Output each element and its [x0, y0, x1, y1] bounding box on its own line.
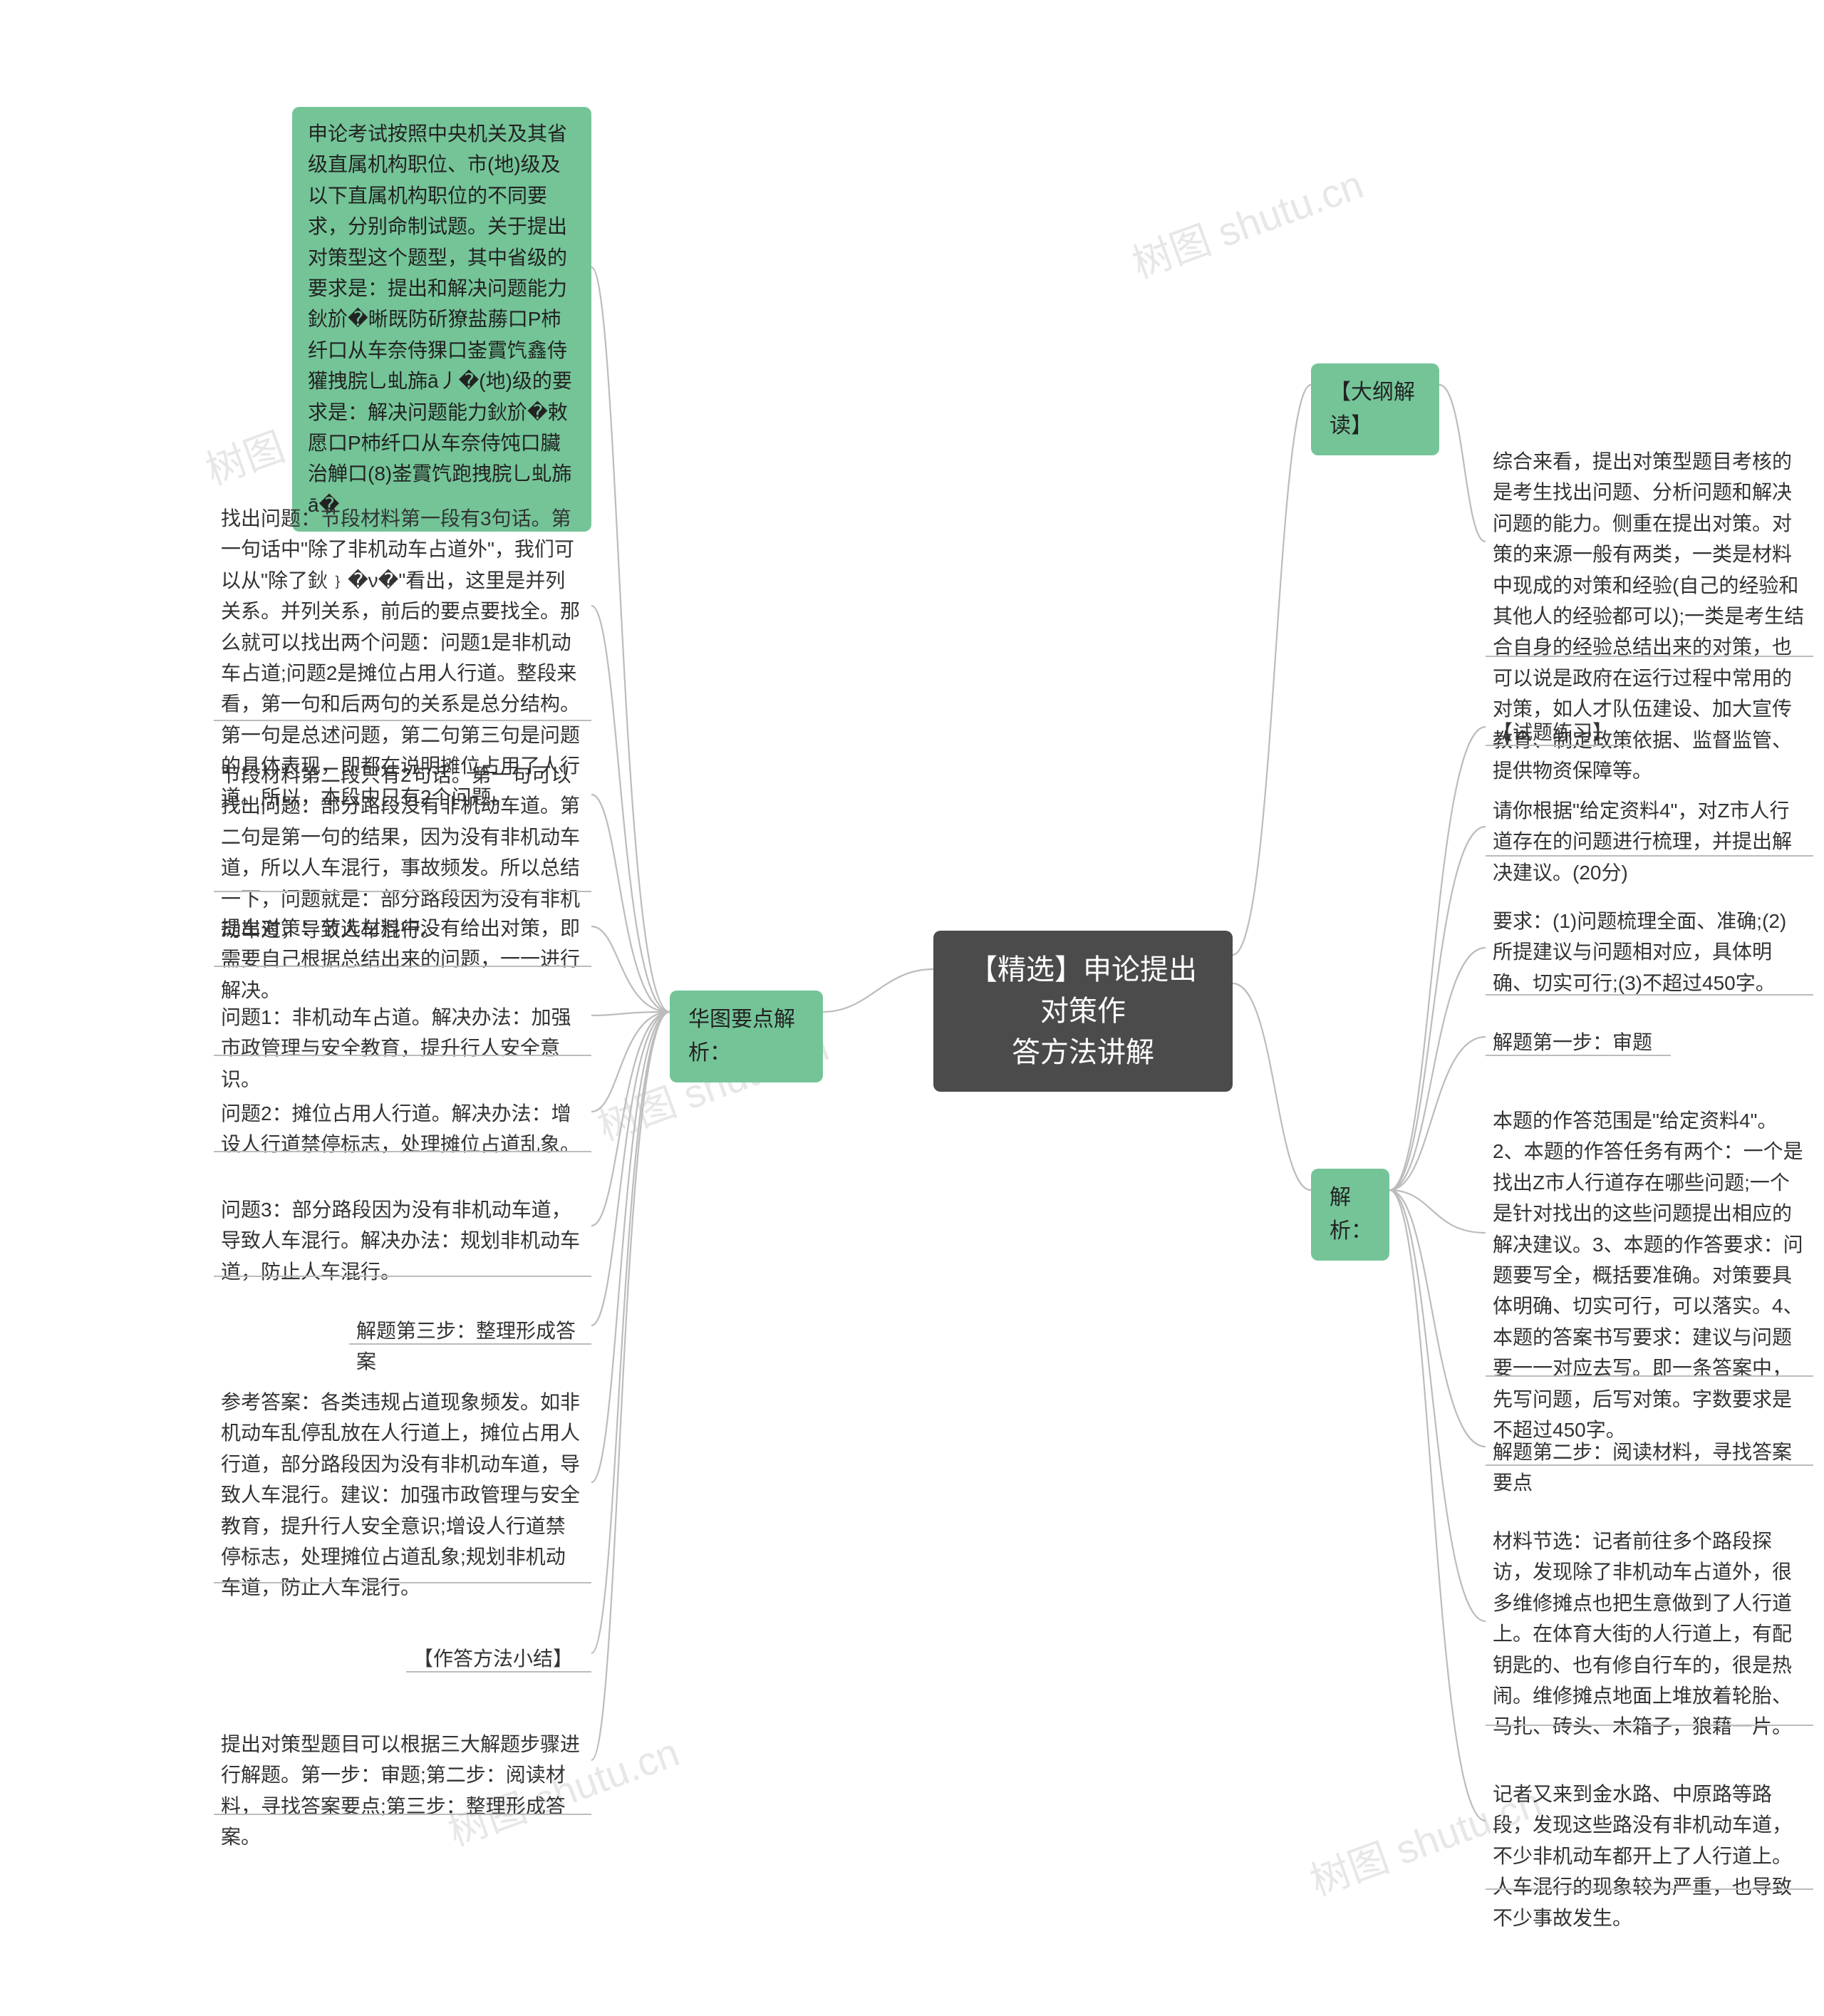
left-item-7-underline [214, 1582, 591, 1583]
left-item-4-underline [214, 1151, 591, 1152]
right-item-0: 【试题练习】 [1486, 713, 1628, 752]
right-item-2-underline [1486, 994, 1813, 996]
right-item-6: 材料节选：记者前往多个路段探访，发现除了非机动车占道外，很多维修摊点也把生意做到… [1486, 1521, 1813, 1747]
right-item-6-underline [1486, 1725, 1813, 1726]
left-item-7: 参考答案：各类违规占道现象频发。如非机动车乱停乱放在人行道上，摊位占用人行道，部… [214, 1382, 591, 1608]
left-item-2-underline [214, 966, 591, 967]
right-item-1-underline [1486, 855, 1813, 857]
right-item-0-underline [1486, 745, 1628, 746]
center-node: 【精选】申论提出对策作 答方法讲解 [933, 931, 1233, 1092]
left-item-1-underline [214, 891, 591, 892]
left-item-5-underline [214, 1276, 591, 1277]
left-item-8-underline [406, 1671, 591, 1673]
right-item-3: 解题第一步：审题 [1486, 1023, 1671, 1062]
right-item-1: 请你根据"给定资料4"，对Z市人行道存在的问题进行梳理，并提出解决建议。(20分… [1486, 791, 1813, 892]
left-item-6: 解题第三步：整理形成答案 [349, 1311, 591, 1382]
right-item-4-underline [1486, 1375, 1813, 1377]
right-item-7-underline [1486, 1888, 1813, 1890]
left-item-9-underline [214, 1814, 591, 1815]
left-item-3-underline [214, 1055, 591, 1056]
left-item-9: 提出对策型题目可以根据三大解题步骤进行解题。第一步：审题;第二步：阅读材料，寻找… [214, 1725, 591, 1857]
watermark: 树图 shutu.cn [1123, 153, 1370, 289]
left-item-4: 问题2：摊位占用人行道。解决办法：增设人行道禁停标志，处理摊位占道乱象。 [214, 1094, 591, 1164]
right-item-4: 本题的作答范围是"给定资料4"。2、本题的作答任务有两个：一个是找出Z市人行道存… [1486, 1101, 1813, 1449]
left-top-green-block: 申论考试按照中央机关及其省级直属机构职位、市(地)级及以下直属机构职位的不同要求… [292, 107, 591, 532]
left-item-8: 【作答方法小结】 [406, 1639, 591, 1678]
right-item-7: 记者又来到金水路、中原路等路段，发现这些路没有非机动车道，不少非机动车都开上了人… [1486, 1774, 1813, 1938]
left-item-2: 提出对策：节选材料中没有给出对策，即需要自己根据总结出来的问题，一一进行解决。 [214, 909, 591, 1010]
left-item-0-underline [214, 720, 591, 721]
right-top-child-underline [1486, 656, 1813, 657]
right-item-3-underline [1486, 1055, 1671, 1056]
right-top-tag: 【大纲解读】 [1311, 363, 1439, 455]
left-item-6-underline [349, 1343, 591, 1345]
left-branch-tag: 华图要点解析： [670, 991, 823, 1082]
right-analysis-tag: 解析： [1311, 1169, 1389, 1261]
center-title-line2: 答方法讲解 [1012, 1037, 1154, 1068]
right-item-5: 解题第二步：阅读材料，寻找答案要点 [1486, 1432, 1813, 1503]
center-title-line1: 【精选】申论提出对策作 [969, 954, 1197, 1027]
right-item-2: 要求：(1)问题梳理全面、准确;(2)所提建议与问题相对应，具体明确、切实可行;… [1486, 901, 1813, 1003]
left-item-3: 问题1：非机动车占道。解决办法：加强市政管理与安全教育，提升行人安全意识。 [214, 998, 591, 1099]
right-item-5-underline [1486, 1464, 1813, 1466]
